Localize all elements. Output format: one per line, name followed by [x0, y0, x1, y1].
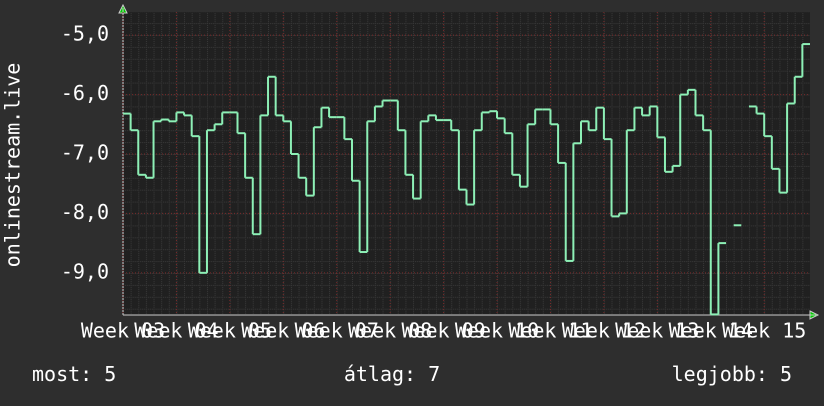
x-axis [123, 310, 820, 320]
x-tick-label: Week 04 [134, 319, 218, 343]
y-tick-label: -7,0 [61, 140, 109, 164]
x-tick-label: Week 08 [348, 319, 432, 343]
stat-label: átlag: [344, 362, 416, 386]
stat-value: 7 [428, 362, 440, 386]
x-tick-label: Week 14 [669, 319, 753, 343]
stat-label: legjobb: [672, 362, 768, 386]
y-tick-label: -6,0 [61, 81, 109, 105]
x-tick-label: Week 15 [722, 319, 806, 343]
stat-value: 5 [780, 362, 792, 386]
x-tick-label: Week 13 [615, 319, 699, 343]
y-axis-label: onlinestream.live [1, 63, 25, 268]
x-tick-label: Week 12 [562, 319, 646, 343]
x-tick-label: Week 06 [241, 319, 325, 343]
y-tick-label: -9,0 [61, 259, 109, 283]
x-tick-label: Week 07 [295, 319, 379, 343]
plot-area [123, 12, 810, 315]
x-tick-label: Week 03 [81, 319, 165, 343]
y-tick-label: -8,0 [61, 200, 109, 224]
y-tick-label: -5,0 [61, 22, 109, 46]
x-tick-label: Week 05 [188, 319, 272, 343]
stat: átlag: 7 [344, 362, 440, 386]
x-tick-label: Week 10 [455, 319, 539, 343]
stat-label: most: [32, 362, 92, 386]
x-tick-label: Week 09 [401, 319, 485, 343]
stat: legjobb: 5 [672, 362, 792, 386]
stat-value: 5 [104, 362, 116, 386]
stat: most: 5 [32, 362, 116, 386]
x-tick-label: Week 11 [508, 319, 592, 343]
